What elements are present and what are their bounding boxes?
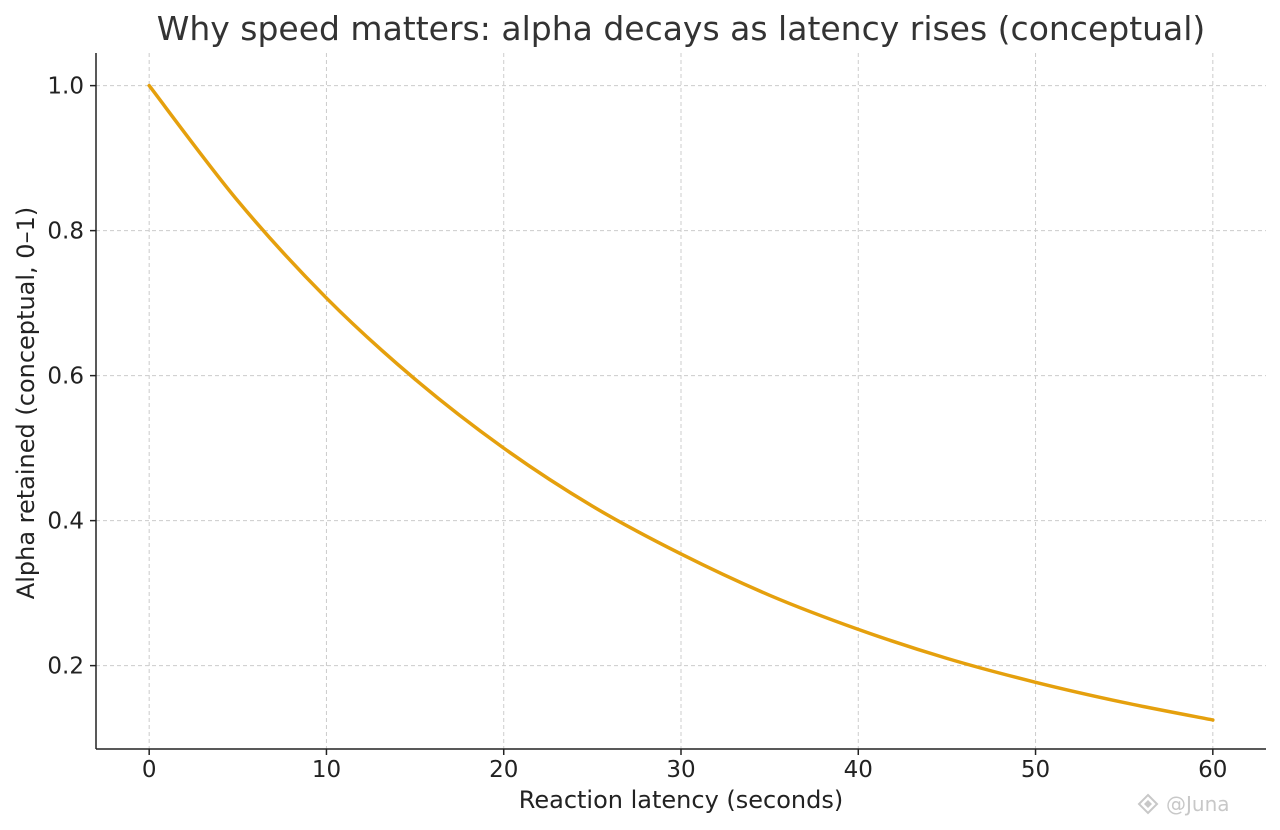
y-tick-label: 0.4 (47, 509, 84, 535)
series-layer (147, 83, 1215, 722)
watermark: @Juna (1137, 792, 1230, 816)
x-axis-label: Reaction latency (seconds) (519, 786, 843, 814)
y-tick-label: 0.2 (47, 654, 84, 680)
x-tick-label: 40 (844, 757, 873, 783)
series-line (147, 83, 1215, 722)
chart-title: Why speed matters: alpha decays as laten… (157, 9, 1206, 48)
axes (90, 53, 1266, 755)
x-tick-label: 10 (312, 757, 341, 783)
x-tick-label: 20 (489, 757, 518, 783)
watermark-logo-icon (1137, 793, 1159, 815)
gridlines (96, 53, 1266, 749)
x-tick-label: 0 (142, 757, 157, 783)
x-tick-label: 30 (666, 757, 695, 783)
y-tick-label: 0.8 (47, 219, 84, 245)
x-tick-label: 50 (1021, 757, 1050, 783)
y-tick-label: 0.6 (47, 364, 84, 390)
x-tick-label: 60 (1198, 757, 1227, 783)
tick-labels: 0 10 20 30 40 50 60 0.2 0.4 0.6 0.8 1.0 (47, 74, 1227, 783)
y-tick-label: 1.0 (47, 74, 84, 100)
y-axis-label: Alpha retained (conceptual, 0–1) (12, 207, 40, 599)
watermark-text: @Juna (1166, 792, 1230, 816)
